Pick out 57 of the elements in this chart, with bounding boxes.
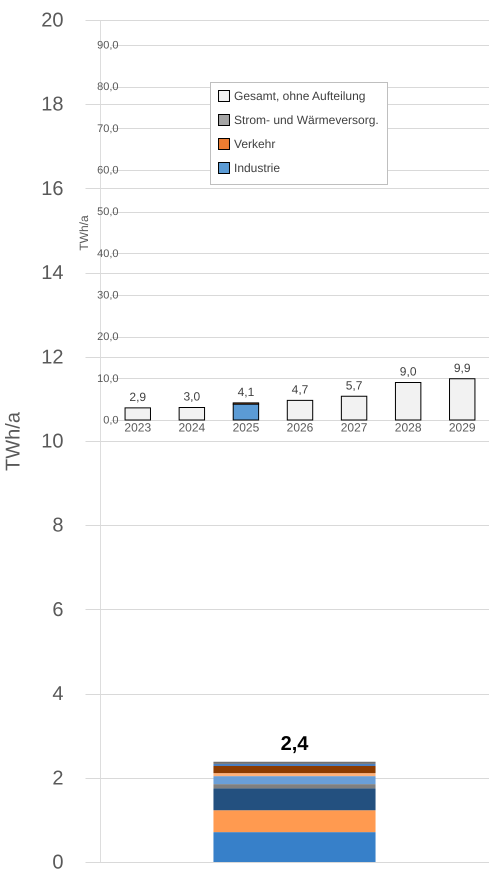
bar — [213, 784, 376, 788]
bar — [213, 788, 376, 810]
y-tick-label: 14 — [41, 262, 64, 284]
y-tick-label: 0,0 — [103, 414, 118, 426]
y-tick-label: 70,0 — [97, 122, 118, 135]
legend-label: Industrie — [234, 161, 280, 175]
total-label: 2,9 — [129, 390, 146, 404]
legend-label: Verkehr — [234, 137, 276, 151]
bar — [178, 407, 206, 420]
total-label: 3,0 — [184, 390, 201, 404]
y-tick-label: 0 — [52, 852, 64, 874]
y-tick-label: 16 — [41, 178, 64, 200]
bar — [213, 764, 376, 766]
y-tick-label: 2 — [52, 767, 64, 790]
y-tick-label: 18 — [41, 94, 64, 116]
total-label: 5,7 — [346, 378, 363, 392]
y-tick-label: 10 — [41, 430, 64, 452]
x-tick-label: 2024 — [178, 420, 206, 434]
bar — [394, 382, 422, 420]
x-tick-label: 2027 — [340, 420, 368, 434]
bar — [213, 766, 376, 774]
total-label: 4,7 — [292, 382, 309, 397]
y-tick-label: 20,0 — [97, 331, 118, 344]
y-tick-label: 40,0 — [97, 248, 118, 260]
bar — [213, 810, 376, 832]
bar — [449, 378, 476, 420]
y-tick-label: 90,0 — [97, 40, 118, 52]
total-label: 9,0 — [400, 364, 417, 379]
legend-label: Gesamt, ohne Aufteilung — [234, 89, 366, 103]
x-tick-label: 2023 — [124, 420, 152, 434]
y-tick-label: 6 — [52, 598, 64, 621]
x-tick-label: 2029 — [448, 420, 476, 434]
bar — [232, 404, 260, 420]
bar — [124, 407, 151, 420]
x-tick-label: 2028 — [394, 420, 422, 434]
total-label: 2,4 — [280, 732, 310, 755]
total-label: 9,9 — [454, 360, 471, 375]
bar — [213, 832, 376, 862]
y-tick-label: 20 — [41, 10, 64, 32]
x-tick-label: 2025 — [232, 420, 260, 434]
y-axis-title: TWh/a — [2, 411, 24, 471]
y-tick-label: 80,0 — [97, 81, 118, 94]
y-tick-label: 50,0 — [97, 206, 118, 218]
bar — [213, 773, 376, 776]
bar — [213, 776, 376, 784]
y-tick-label: 4 — [52, 683, 64, 706]
y-tick-label: 60,0 — [97, 164, 118, 176]
total-label: 4,1 — [238, 385, 255, 400]
y-tick-label: 30,0 — [97, 290, 118, 302]
bar — [286, 400, 314, 420]
x-tick-label: 2026 — [286, 420, 314, 434]
y-tick-label: 8 — [52, 514, 64, 537]
legend-label: Strom- und Wärmeversorg. — [234, 113, 379, 127]
y-tick-label: 12 — [41, 346, 64, 368]
bar — [340, 396, 368, 420]
y-axis-title: TWh/a — [77, 215, 92, 251]
y-tick-label: 10,0 — [97, 372, 118, 385]
